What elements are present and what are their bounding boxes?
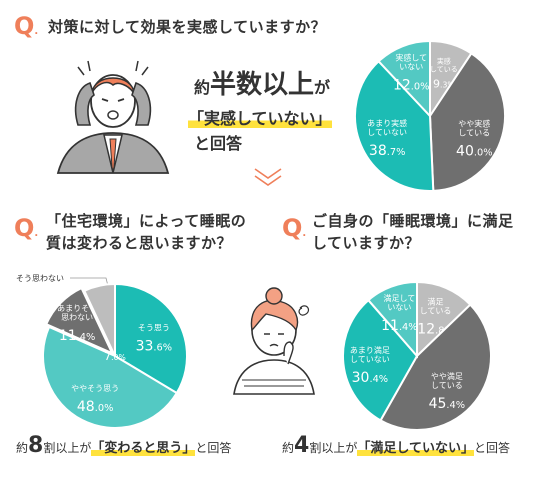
- slice-value: 7.0%: [104, 350, 126, 363]
- left-question: 「住宅環境」によって睡眠の 質は変わると思いますか？: [46, 212, 247, 252]
- slice-label: そう思う: [138, 324, 170, 333]
- top-headline-quote: 「実感していない」: [188, 109, 332, 128]
- pie-slice: [42, 325, 179, 429]
- pie-slice: [416, 280, 472, 359]
- slice-label: 満足: [428, 297, 444, 306]
- slice-label: 実感して: [395, 53, 427, 63]
- chevron-down-icon: [254, 168, 282, 186]
- slice-value: 33.6%: [136, 339, 172, 355]
- slice-label: あまり満足: [350, 346, 390, 355]
- slice-value: 11.4%: [381, 318, 417, 334]
- right-summary: 約4割以上が「満足していない」と回答: [282, 433, 510, 458]
- slice-label: している: [431, 381, 463, 390]
- pie-slice: [44, 286, 115, 356]
- slice-value: 30.4%: [352, 370, 388, 386]
- q-mark-top: Q.: [14, 12, 39, 40]
- slice-value: 11.4%: [59, 328, 95, 344]
- slice-label: 満足して: [383, 294, 415, 303]
- top-headline: 約半数以上が: [194, 70, 331, 100]
- left-summary: 約8割以上が「変わると思う」と回答: [16, 433, 232, 458]
- slice-value: 38.7%: [369, 143, 405, 159]
- top-headline-tail: と回答: [194, 134, 243, 153]
- slice-value: 9.3%: [433, 78, 455, 91]
- slice-label: いない: [387, 303, 411, 312]
- slice-label: あまり実感: [367, 118, 407, 128]
- slice-label: していない: [350, 355, 390, 364]
- slice-value: 48.0%: [77, 399, 113, 415]
- pie-slice: [367, 280, 418, 359]
- stressed-man-illustration: [56, 60, 170, 174]
- pie-slice: [379, 303, 492, 431]
- slice-label: している: [420, 306, 452, 315]
- pie-slice: [428, 52, 506, 192]
- right-question: ご自身の「睡眠環境」に満足 していますか？: [312, 212, 514, 252]
- slice-label: ややそう思う: [71, 384, 119, 393]
- pie-slice: [342, 298, 419, 422]
- q-mark-right: Q.: [282, 214, 307, 242]
- left-outside-label: そう思わない: [16, 274, 64, 283]
- pie-slice: [354, 59, 435, 192]
- slice-label: している: [458, 129, 490, 138]
- slice-label: している: [430, 66, 458, 74]
- q-mark-left: Q.: [14, 214, 39, 242]
- slice-label: 実感: [437, 57, 451, 66]
- top-pie-chart: 実感している9.3%やや実感している40.0%あまり実感していない38.7%実感…: [354, 39, 506, 192]
- slice-value: 40.0%: [456, 144, 492, 160]
- slice-label: していない: [367, 128, 407, 137]
- slice-value: 45.4%: [429, 396, 465, 412]
- slice-label: やや満足: [431, 372, 463, 381]
- slice-label: やや実感: [458, 119, 490, 129]
- pie-slice: [83, 282, 116, 357]
- worried-woman-illustration: [233, 287, 315, 395]
- slice-value: 12.0%: [393, 78, 429, 94]
- top-question: 対策に対して効果を実感していますか？: [48, 18, 327, 36]
- pie-slice: [377, 39, 431, 119]
- slice-label: 思わない: [61, 313, 93, 322]
- slice-label: あまりそう: [57, 304, 97, 313]
- right-pie-chart: 満足している12.8%やや満足している45.4%あまり満足していない30.4%満…: [342, 280, 492, 431]
- slice-label: いない: [399, 63, 423, 72]
